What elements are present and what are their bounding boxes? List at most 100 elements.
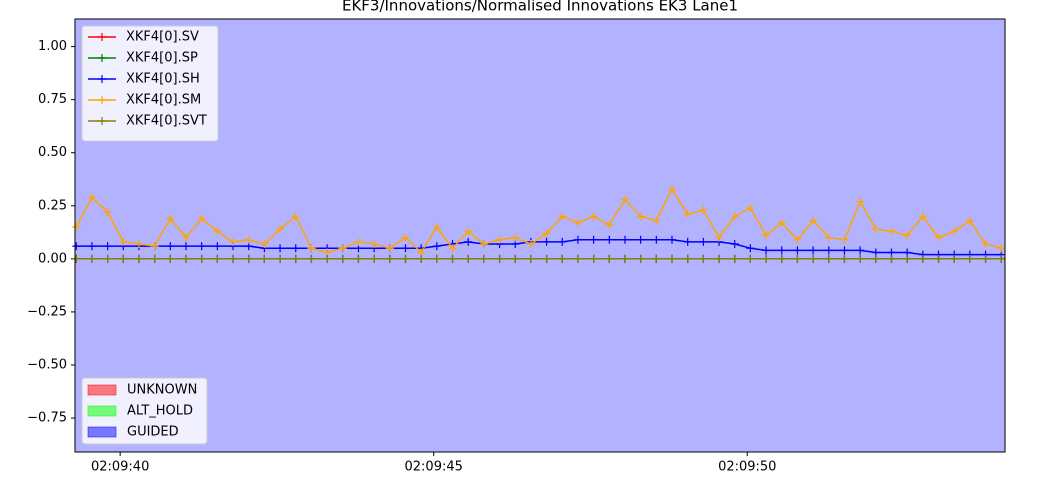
series-marker (370, 239, 379, 248)
series-marker (276, 244, 285, 253)
series-marker (746, 203, 755, 212)
y-tick-label: 1.00 (38, 39, 67, 54)
series-marker (511, 254, 520, 263)
series-marker (918, 212, 927, 221)
series-marker (495, 254, 504, 263)
series-marker (260, 239, 269, 248)
legend-swatch-marker (98, 117, 106, 125)
legend-swatch-marker (98, 75, 106, 83)
series-line (75, 187, 1002, 254)
series-marker (573, 254, 582, 263)
series-marker (683, 254, 692, 263)
chart-title: EKF3/Innovations/Normalised Innovations … (342, 0, 738, 15)
series-marker (87, 242, 96, 251)
series-marker (840, 235, 849, 244)
series-marker (856, 254, 865, 263)
series-marker (526, 239, 535, 248)
series-marker (291, 244, 300, 253)
series-marker (605, 220, 614, 229)
series-marker (824, 254, 833, 263)
series-marker (479, 254, 488, 263)
series-marker (683, 210, 692, 219)
series-marker (997, 254, 1006, 263)
series-marker (856, 246, 865, 255)
series-marker (934, 233, 943, 242)
series-marker (699, 237, 708, 246)
plot-area (75, 19, 1005, 452)
series-marker (401, 233, 410, 242)
series-marker (981, 239, 990, 248)
series-marker (730, 212, 739, 221)
legend-label: XKF4[0].SV (126, 30, 199, 45)
series-marker (715, 254, 724, 263)
legend-label: XKF4[0].SVT (126, 114, 207, 129)
series-marker (934, 254, 943, 263)
series-marker (166, 214, 175, 223)
series-marker (197, 242, 206, 251)
series-marker (652, 254, 661, 263)
series-marker (276, 254, 285, 263)
x-tick-label: 02:09:40 (91, 460, 149, 475)
legend-box (81, 25, 219, 142)
series-marker (793, 235, 802, 244)
series-marker (150, 242, 159, 251)
mode-legend-patch (87, 384, 117, 396)
series-marker (370, 254, 379, 263)
series-marker (166, 242, 175, 251)
legend-label: XKF4[0].SH (126, 72, 200, 87)
series-marker (197, 214, 206, 223)
series-marker (903, 254, 912, 263)
series-marker (558, 237, 567, 246)
series-marker (542, 254, 551, 263)
series-marker (558, 212, 567, 221)
series-marker (417, 254, 426, 263)
series-marker (511, 233, 520, 242)
series-marker (103, 254, 112, 263)
series-marker (213, 227, 222, 236)
series-marker (276, 225, 285, 234)
series-marker (793, 246, 802, 255)
series-marker (87, 254, 96, 263)
series-marker (809, 216, 818, 225)
series-marker (871, 225, 880, 234)
series-marker (134, 254, 143, 263)
series-marker (401, 244, 410, 253)
series-marker (699, 206, 708, 215)
series-marker (950, 254, 959, 263)
series-marker (981, 254, 990, 263)
series-marker (887, 227, 896, 236)
series-marker (354, 254, 363, 263)
series-marker (244, 235, 253, 244)
series-marker (150, 254, 159, 263)
series-marker (119, 254, 128, 263)
legend-label: XKF4[0].SM (126, 93, 201, 108)
mode-legend-label: GUIDED (127, 425, 179, 440)
series-marker (965, 216, 974, 225)
series-marker (307, 244, 316, 253)
mode-legend-patch (87, 426, 117, 438)
x-tick-label: 02:09:50 (718, 460, 776, 475)
series-marker (636, 212, 645, 221)
series-marker (620, 195, 629, 204)
x-tick-label: 02:09:45 (405, 460, 463, 475)
series-marker (636, 254, 645, 263)
series-marker (103, 208, 112, 217)
series-marker (699, 254, 708, 263)
series-marker (103, 242, 112, 251)
series-marker (385, 254, 394, 263)
series-marker (464, 227, 473, 236)
series-marker (605, 254, 614, 263)
series-marker (762, 246, 771, 255)
series-marker (652, 216, 661, 225)
series-marker (620, 235, 629, 244)
y-tick-label: 0.25 (38, 198, 67, 213)
series-marker (134, 239, 143, 248)
series-marker (573, 218, 582, 227)
mode-legend-patch (87, 405, 117, 417)
series-marker (777, 254, 786, 263)
series-marker (652, 235, 661, 244)
series-marker (903, 231, 912, 240)
series-marker (181, 233, 190, 242)
series-marker (166, 254, 175, 263)
